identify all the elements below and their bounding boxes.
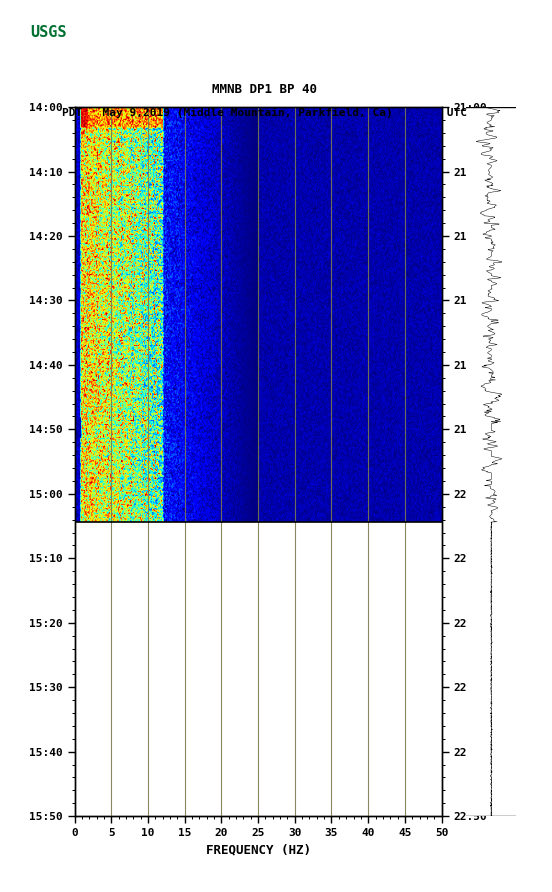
X-axis label: FREQUENCY (HZ): FREQUENCY (HZ)	[205, 844, 311, 856]
Text: PDT   May 9,2019 (Middle Mountain, Parkfield, Ca)        UTC: PDT May 9,2019 (Middle Mountain, Parkfie…	[62, 108, 468, 118]
Text: USGS: USGS	[30, 25, 67, 40]
Text: MMNB DP1 BP 40: MMNB DP1 BP 40	[213, 83, 317, 96]
